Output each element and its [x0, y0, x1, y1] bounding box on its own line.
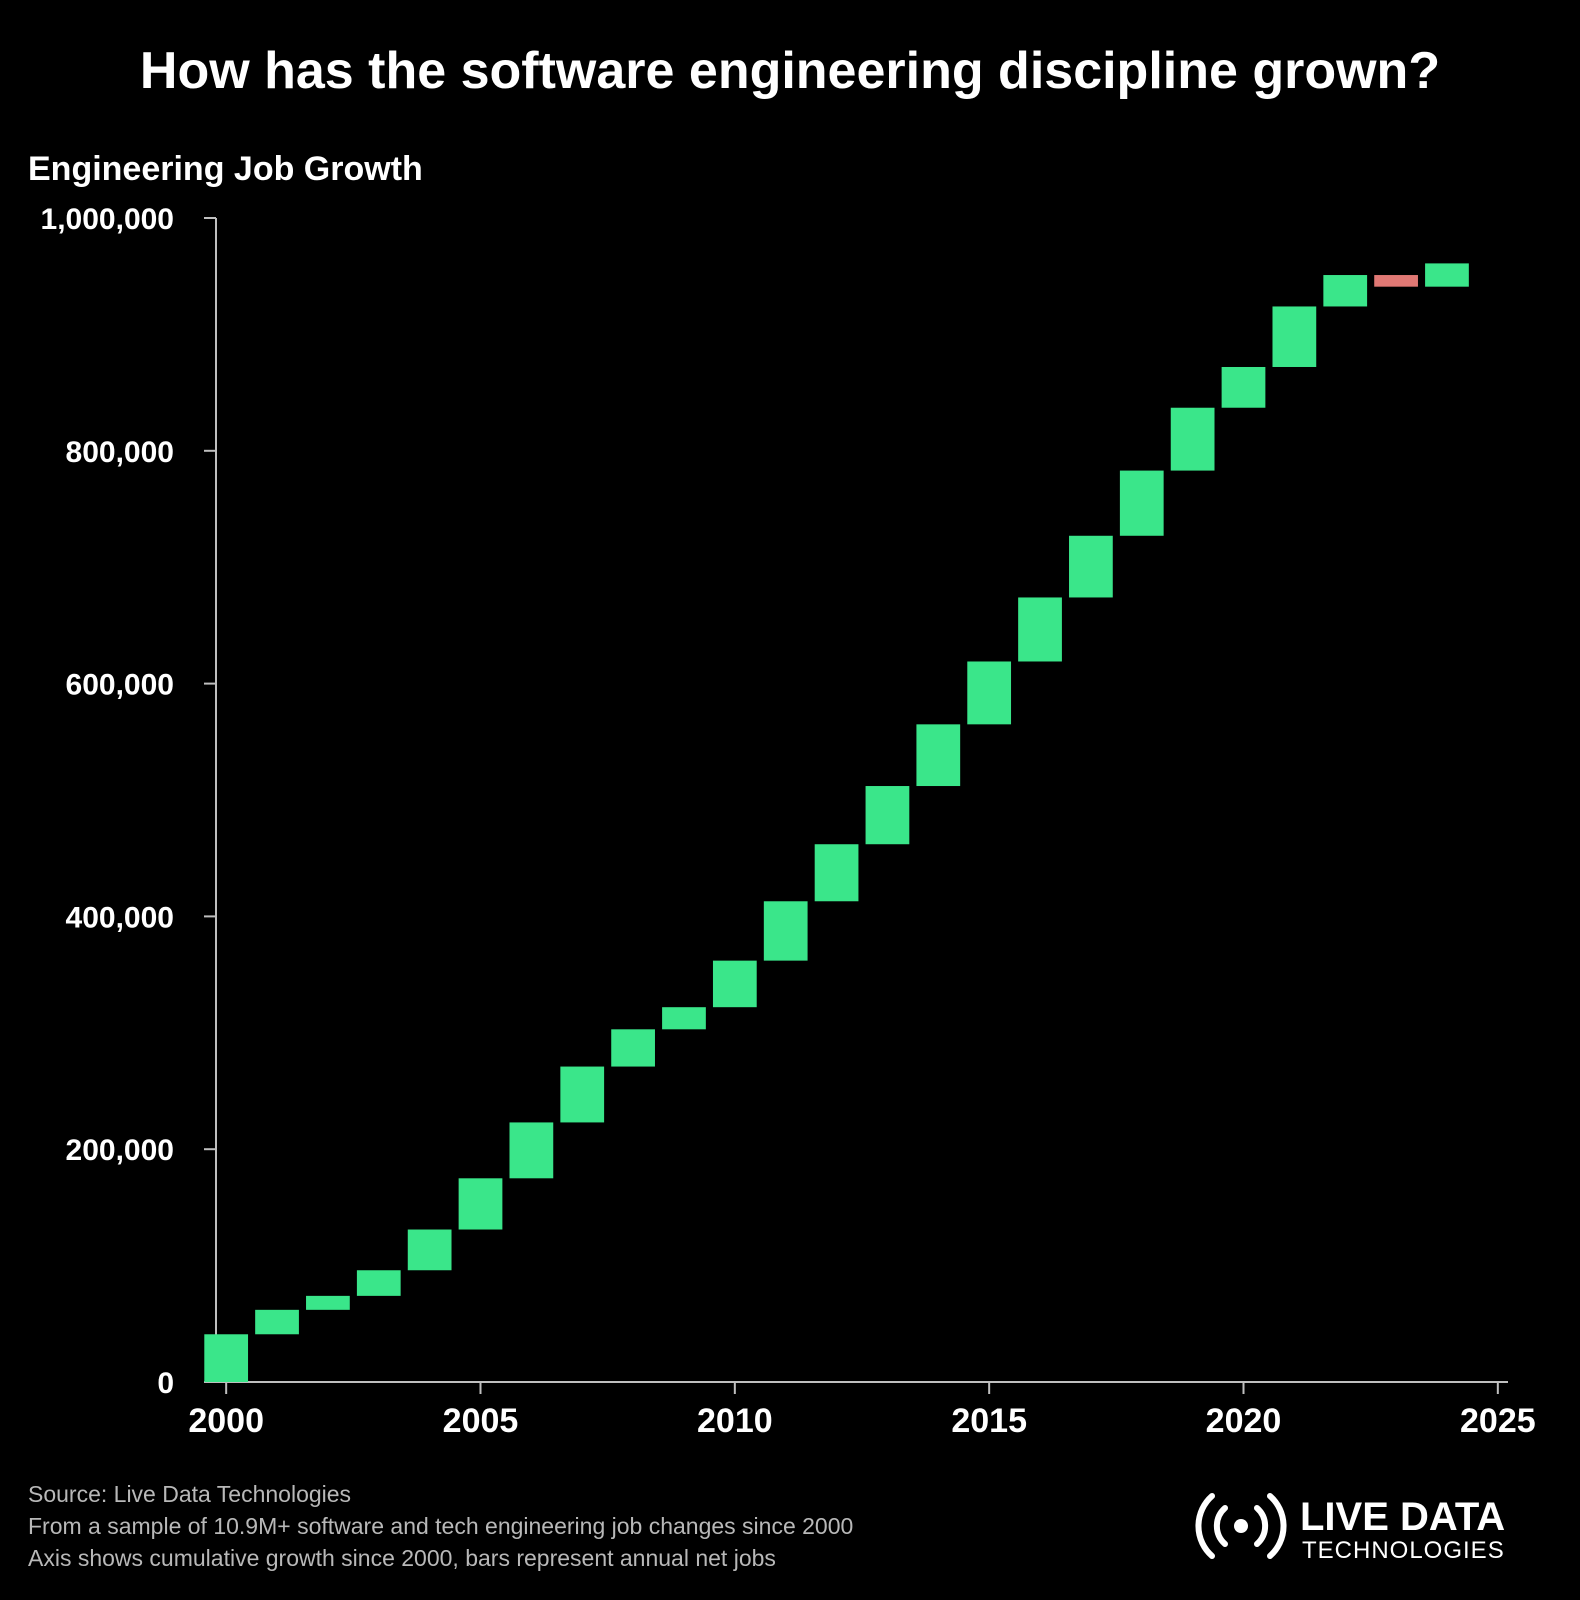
broadcast-icon [1195, 1493, 1287, 1559]
y-axis: 0 200,000 400,000 600,000 800,000 1,000,000 [41, 203, 217, 1400]
bar-2020 [1221, 366, 1266, 408]
bar-2002 [306, 1295, 350, 1310]
bar-2014 [916, 724, 961, 787]
sample-note: From a sample of 10.9M+ software and tec… [28, 1513, 853, 1539]
y-tick-label: 0 [157, 1367, 174, 1400]
bar-2017 [1069, 535, 1113, 598]
x-tick-label: 2020 [1206, 1402, 1282, 1440]
bar-2001 [255, 1309, 299, 1335]
bar-2016 [1018, 597, 1062, 662]
bar-2006 [509, 1122, 554, 1179]
bar-2011 [763, 901, 808, 961]
x-axis: 2000 2005 2010 2015 2020 2025 [188, 1381, 1536, 1440]
bar-2004 [407, 1229, 452, 1271]
bar-2015 [967, 661, 1012, 725]
x-tick-label: 2025 [1460, 1402, 1536, 1440]
bars [204, 263, 1469, 1382]
x-tick-label: 2015 [951, 1402, 1027, 1440]
x-tick-label: 2000 [188, 1402, 264, 1440]
x-tick-label: 2010 [697, 1402, 773, 1440]
bar-2021 [1272, 306, 1317, 367]
y-tick-label: 1,000,000 [41, 203, 174, 236]
chart-title: How has the software engineering discipl… [140, 42, 1440, 100]
bar-2013 [865, 786, 910, 845]
bar-2022 [1323, 275, 1368, 307]
x-tick-label: 2005 [443, 1402, 519, 1440]
y-tick-label: 400,000 [66, 901, 174, 934]
axis-note: Axis shows cumulative growth since 2000,… [28, 1545, 776, 1571]
bar-2008 [611, 1029, 655, 1067]
bar-2000 [204, 1334, 249, 1382]
bar-2019 [1170, 407, 1215, 471]
y-tick-label: 600,000 [66, 669, 174, 702]
live-data-logo: LIVE DATA TECHNOLOGIES [1195, 1493, 1505, 1564]
bar-2018 [1119, 470, 1164, 536]
bar-2009 [662, 1007, 706, 1030]
y-axis-label: Engineering Job Growth [28, 150, 423, 188]
bar-2005 [458, 1178, 503, 1230]
logo-line1: LIVE DATA [1300, 1495, 1505, 1539]
y-tick-label: 200,000 [66, 1134, 174, 1167]
bar-2003 [356, 1270, 401, 1296]
bar-2010 [712, 960, 757, 1008]
bar-2007 [560, 1066, 605, 1123]
bar-2012 [814, 844, 859, 902]
y-tick-label: 800,000 [66, 436, 174, 469]
bar-2024 [1425, 263, 1469, 287]
logo-line2: TECHNOLOGIES [1302, 1537, 1505, 1564]
bar-2023 [1374, 275, 1418, 287]
source-note: Source: Live Data Technologies [28, 1481, 351, 1507]
